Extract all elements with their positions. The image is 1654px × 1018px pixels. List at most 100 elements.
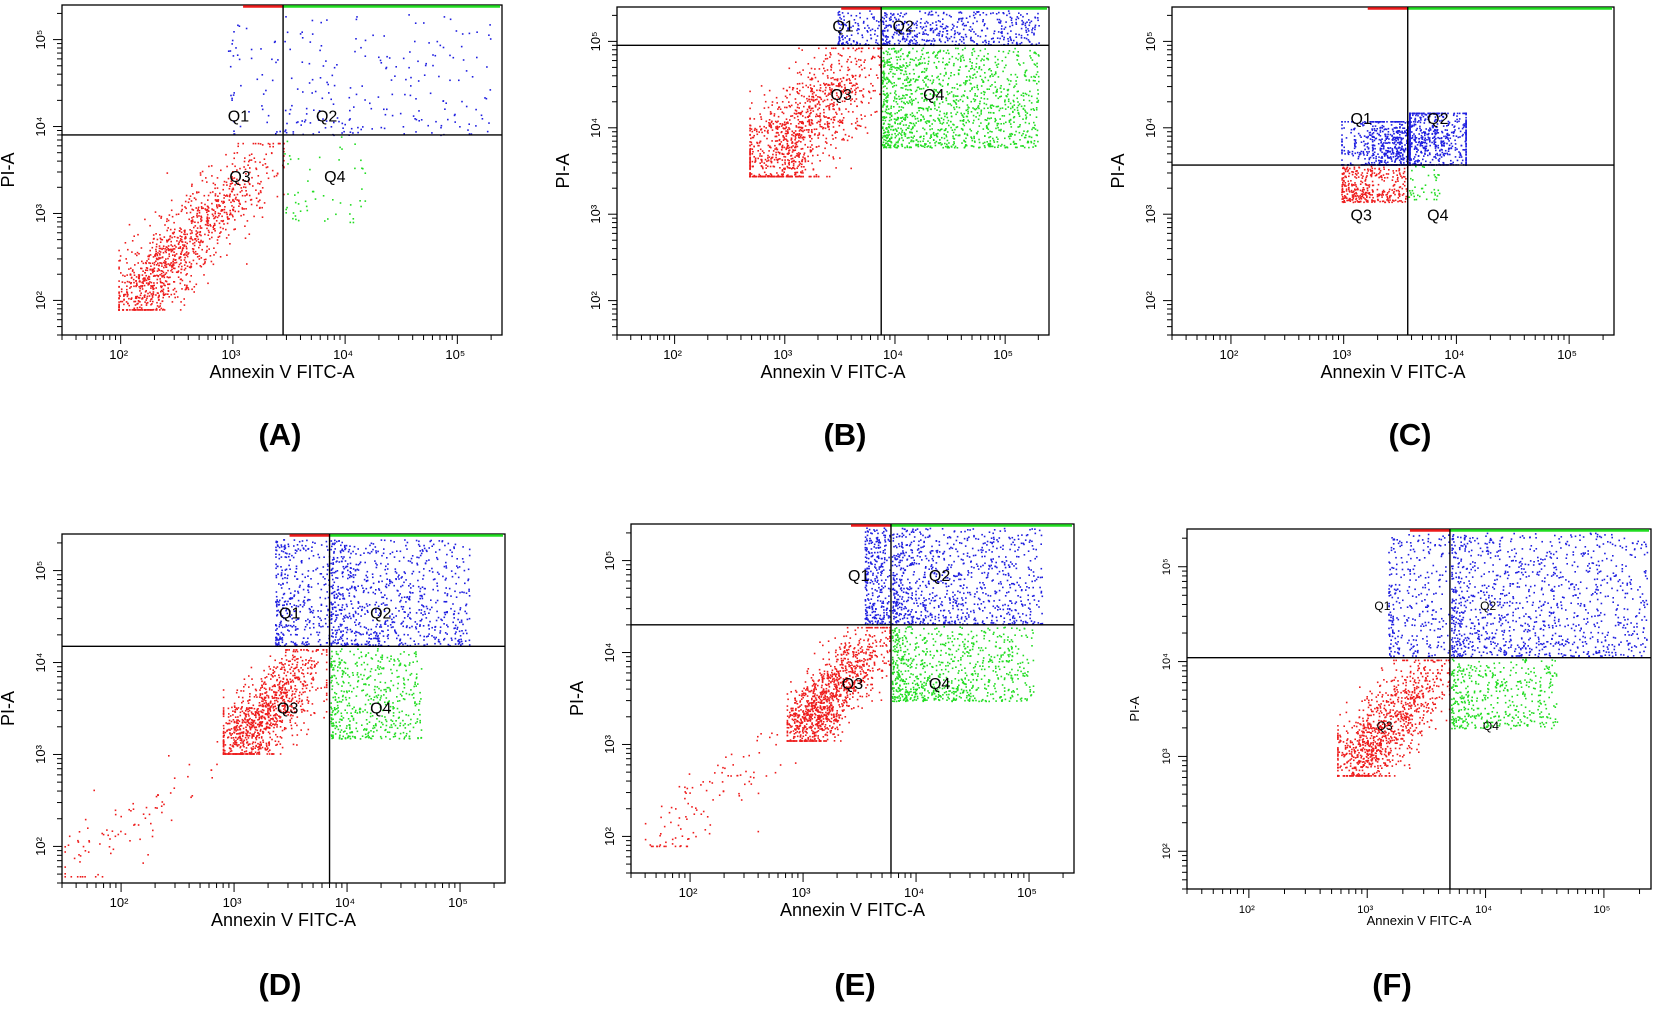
series-q3	[749, 47, 883, 178]
data-point	[921, 27, 924, 30]
data-point	[897, 18, 900, 21]
data-point	[1001, 115, 1004, 117]
data-point	[866, 17, 869, 20]
data-point	[791, 151, 794, 153]
data-point	[888, 42, 891, 45]
data-point	[838, 62, 841, 65]
data-point	[777, 151, 780, 153]
data-point	[167, 239, 169, 242]
data-point	[901, 145, 904, 148]
data-point	[960, 20, 963, 22]
data-point	[768, 150, 770, 152]
data-point	[195, 262, 198, 265]
data-point	[888, 139, 890, 142]
data-point	[162, 288, 165, 291]
data-point	[805, 84, 807, 87]
data-point	[835, 147, 837, 149]
data-point	[811, 90, 814, 93]
data-point	[924, 62, 926, 64]
data-point	[796, 87, 798, 90]
data-point	[809, 109, 812, 112]
data-point	[244, 186, 247, 189]
data-point	[778, 151, 781, 154]
data-point	[1437, 144, 1439, 147]
data-point	[145, 269, 147, 271]
data-point	[942, 57, 944, 60]
data-point	[794, 142, 796, 145]
data-point	[217, 200, 219, 203]
data-point	[852, 84, 855, 86]
data-point	[984, 146, 986, 149]
data-point	[1030, 108, 1032, 111]
data-point	[843, 15, 845, 18]
data-point	[962, 119, 965, 121]
data-point	[956, 147, 959, 149]
data-point	[839, 69, 841, 72]
data-point	[916, 20, 918, 23]
data-point	[781, 123, 784, 125]
data-point	[888, 131, 890, 134]
data-point	[890, 81, 892, 84]
data-point	[932, 119, 935, 121]
data-point	[1034, 64, 1037, 66]
data-point	[822, 100, 824, 103]
data-point	[182, 247, 184, 249]
data-point	[859, 74, 861, 76]
data-point	[884, 14, 886, 17]
data-point	[894, 92, 896, 94]
data-point	[1003, 122, 1005, 125]
data-point	[955, 126, 958, 129]
data-point	[990, 117, 992, 119]
data-point	[163, 284, 165, 286]
data-point	[977, 105, 980, 107]
data-point	[883, 122, 885, 125]
data-point	[958, 43, 960, 45]
data-point	[385, 66, 388, 69]
data-point	[485, 97, 488, 100]
data-point	[961, 114, 963, 116]
data-point	[821, 126, 823, 128]
data-point	[800, 175, 802, 178]
data-point	[181, 204, 183, 207]
data-point	[174, 228, 176, 231]
data-point	[1411, 135, 1414, 137]
data-point	[975, 66, 977, 68]
data-point	[813, 91, 815, 94]
data-point	[1441, 131, 1444, 134]
data-point	[943, 112, 946, 115]
data-point	[361, 85, 363, 87]
data-point	[912, 122, 915, 125]
data-point	[955, 40, 957, 43]
data-point	[886, 78, 889, 80]
data-point	[206, 208, 208, 211]
data-point	[806, 100, 809, 102]
data-point	[932, 30, 935, 32]
data-point	[1026, 34, 1029, 36]
data-point	[973, 100, 976, 103]
data-point	[766, 130, 769, 133]
data-point	[1017, 51, 1019, 53]
data-point	[843, 84, 846, 86]
data-point	[148, 295, 151, 297]
data-point	[1002, 70, 1004, 73]
data-point	[789, 106, 791, 108]
data-point	[989, 75, 991, 78]
data-point	[998, 129, 1000, 131]
data-point	[1421, 114, 1423, 116]
data-point	[243, 208, 245, 210]
data-point	[954, 145, 957, 148]
data-point	[270, 152, 273, 154]
data-point	[391, 93, 394, 96]
data-point	[774, 140, 777, 142]
data-point	[881, 38, 884, 40]
data-point	[908, 29, 911, 31]
data-point	[804, 159, 807, 161]
data-point	[229, 185, 231, 187]
data-point	[227, 50, 230, 52]
data-point	[338, 120, 340, 123]
data-point	[816, 89, 818, 92]
data-point	[824, 127, 827, 130]
data-point	[1024, 136, 1027, 139]
data-point	[830, 89, 832, 92]
data-point	[1419, 121, 1422, 124]
